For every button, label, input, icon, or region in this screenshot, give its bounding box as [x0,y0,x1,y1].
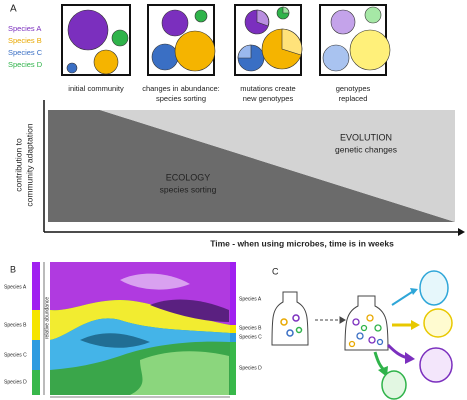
legend-entry: Species D [8,60,43,69]
y-label-line: contribution to [13,138,23,192]
x-label: Time - when using microbes, time is in w… [210,238,394,248]
right-label: Species A [239,296,262,302]
legend: Species A Species B Species C Species D [8,24,43,69]
panel-label: C [272,266,279,276]
caption: initial community [68,84,124,93]
captions: initial community changes in abundance:sp… [68,84,370,103]
ecology-area [48,110,455,222]
panel-c-drawing [271,270,453,400]
caption: changes in abundance: [142,84,220,93]
y-label-line: community adaptation [24,123,34,206]
panel-label: A [10,4,17,15]
y-label: relative abundance [44,297,50,339]
caption: replaced [339,94,368,103]
left-label: Species B [4,322,27,328]
right-label: Species C [239,334,262,340]
community-circles [66,6,391,75]
legend-entry: Species A [8,24,41,33]
muller-plot [32,262,236,398]
legend-entry: Species C [8,48,43,57]
caption: mutations create [240,84,295,93]
right-label: Species B [239,325,262,331]
ecology-sub: species sorting [160,184,217,194]
x-arrow [458,228,465,236]
evolution-sub: genetic changes [335,144,397,154]
evolution-area [100,110,455,222]
left-label: Species A [4,284,27,290]
species-labels: Species A Species B Species C Species D Spec… [4,284,262,385]
legend-entry: Species B [8,36,42,45]
caption: new genotypes [243,94,294,103]
caption: genotypes [336,84,371,93]
left-label: Species C [4,352,27,358]
right-label: Species D [239,365,262,371]
left-label: Species D [4,379,27,385]
ecology-title: ECOLOGY [166,172,211,182]
y-label: contribution to community adaptation [13,123,34,206]
caption: species sorting [156,94,206,103]
evolution-title: EVOLUTION [340,132,392,142]
panel-label: B [10,264,16,274]
